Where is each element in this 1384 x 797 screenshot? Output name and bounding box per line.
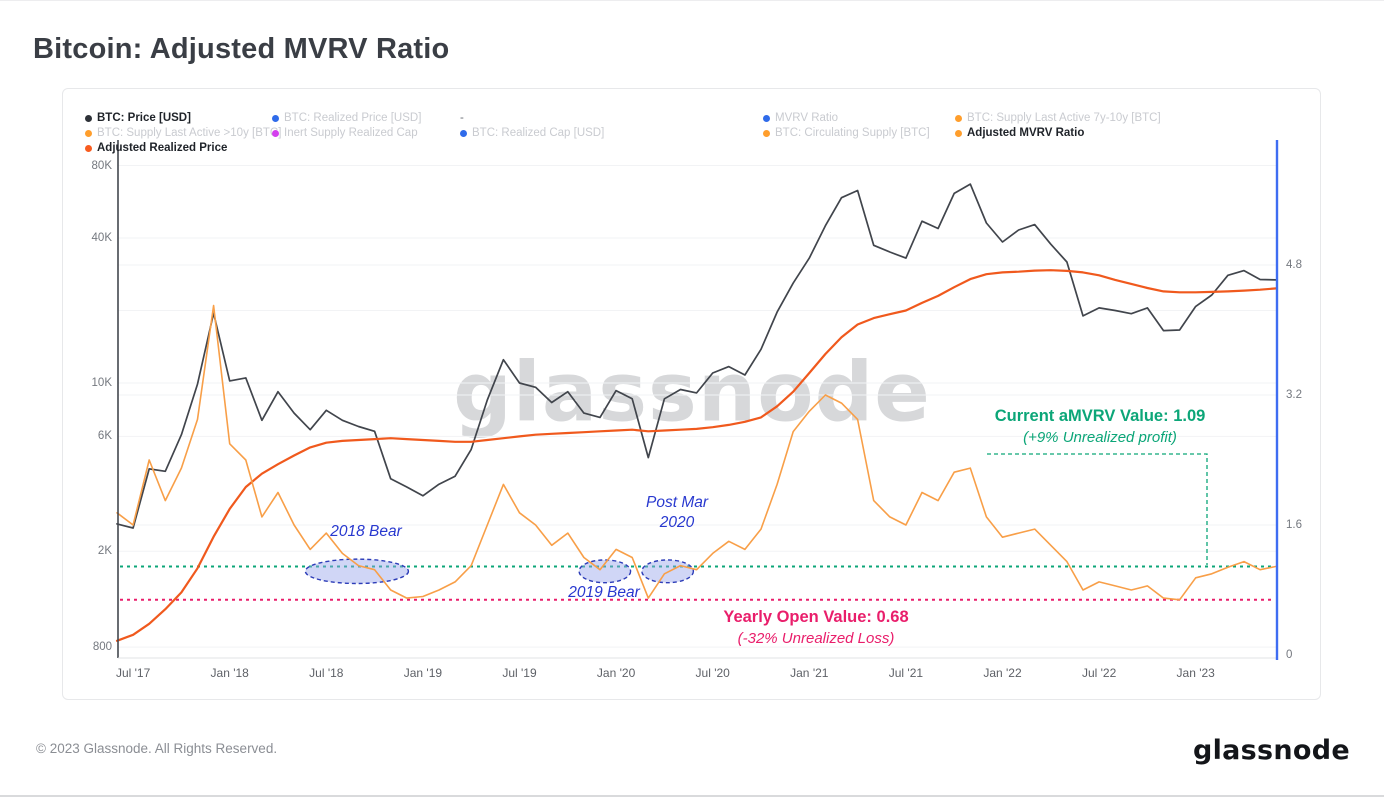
legend-item-label: - (460, 112, 464, 124)
legend-dot-icon (272, 129, 279, 137)
legend-dot-icon (955, 129, 962, 137)
glassnode-watermark: glassnode (453, 345, 931, 441)
legend-item-btc-supply-last-active-10y-btc-[interactable]: BTC: Supply Last Active >10y [BTC] (85, 126, 281, 140)
chart-legend: BTC: Price [USD] BTC: Realized Price [USD… (0, 0, 1384, 160)
legend-dot-icon (85, 129, 92, 137)
legend-item-btc-circulating-supply-btc-[interactable]: BTC: Circulating Supply [BTC] (763, 126, 930, 140)
legend-item-btc-realized-cap-usd-[interactable]: BTC: Realized Cap [USD] (460, 126, 604, 140)
legend-item-label: BTC: Supply Last Active >10y [BTC] (97, 127, 282, 139)
yearly-open-value-label: Yearly Open Value: 0.68 (723, 608, 909, 626)
glassnode-logo: glassnode (1192, 735, 1350, 766)
legend-item-label: Inert Supply Realized Cap (284, 127, 418, 139)
yearly-open-annotation: Yearly Open Value: 0.68 (-32% Unrealized… (723, 607, 908, 649)
legend-dot-icon (955, 114, 962, 122)
legend-item-btc-realized-price-usd-[interactable]: BTC: Realized Price [USD] (272, 111, 421, 125)
legend-dot-icon (763, 129, 770, 137)
legend-item-label: BTC: Supply Last Active 7y-10y [BTC] (967, 112, 1161, 124)
legend-item-btc-supply-last-active-7y-10y-btc-[interactable]: BTC: Supply Last Active 7y-10y [BTC] (955, 111, 1161, 125)
legend-dot-icon (460, 129, 467, 137)
legend-item-label: Adjusted Realized Price (97, 142, 228, 154)
yearly-open-sub-label: (-32% Unrealized Loss) (737, 630, 895, 647)
page-title: Bitcoin: Adjusted MVRV Ratio (33, 33, 450, 65)
legend-item--[interactable]: - (460, 111, 464, 125)
legend-dot-icon (763, 114, 770, 122)
legend-item-label: BTC: Realized Cap [USD] (472, 127, 605, 139)
legend-dot-icon (85, 144, 92, 152)
legend-dot-icon (85, 114, 92, 122)
legend-dot-icon (272, 114, 279, 122)
current-amvrv-sub-label: (+9% Unrealized profit) (1023, 429, 1177, 446)
legend-item-mvrv-ratio[interactable]: MVRV Ratio (763, 111, 838, 125)
legend-item-label: Adjusted MVRV Ratio (967, 127, 1085, 139)
legend-item-inert-supply-realized-cap[interactable]: Inert Supply Realized Cap (272, 126, 418, 140)
legend-item-adjusted-realized-price[interactable]: Adjusted Realized Price (85, 141, 227, 155)
current-amvrv-value-label: Current aMVRV Value: 1.09 (994, 407, 1206, 425)
current-amvrv-annotation: Current aMVRV Value: 1.09 (+9% Unrealize… (995, 406, 1206, 448)
legend-item-adjusted-mvrv-ratio[interactable]: Adjusted MVRV Ratio (955, 126, 1084, 140)
legend-item-label: MVRV Ratio (775, 112, 839, 124)
legend-item-label: BTC: Price [USD] (97, 112, 191, 124)
legend-item-label: BTC: Realized Price [USD] (284, 112, 422, 124)
footer-copyright: © 2023 Glassnode. All Rights Reserved. (36, 741, 278, 756)
legend-item-label: BTC: Circulating Supply [BTC] (775, 127, 930, 139)
legend-item-btc-price-usd-[interactable]: BTC: Price [USD] (85, 111, 191, 125)
